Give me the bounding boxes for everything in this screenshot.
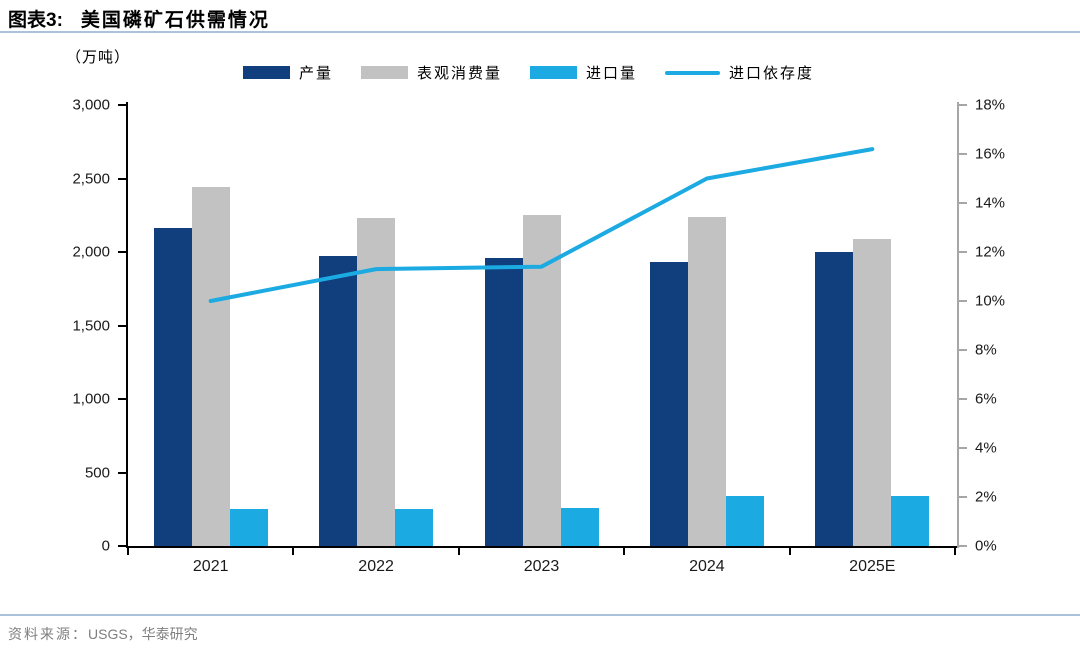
x-axis-category-label: 2023 [523, 558, 560, 575]
legend-item-import-dependency: 进口依存度 [665, 62, 814, 83]
production-bar-2022 [319, 255, 358, 546]
x-axis-tick [954, 548, 956, 555]
legend-item-apparent-consumption: 表观消费量 [361, 62, 502, 83]
left-axis-tick-label: 2,000 [72, 243, 110, 261]
left-axis-unit-label: （万吨） [66, 49, 131, 66]
right-axis-tick-label: 8% [975, 341, 997, 359]
imports-bar-2022 [395, 509, 434, 546]
x-axis-category-label: 2022 [358, 558, 394, 575]
figure-number: 图表3: [8, 10, 63, 31]
source-label: 资料来源： [8, 626, 88, 642]
left-axis-tick [118, 251, 126, 253]
source-note: 资料来源：USGS，华泰研究 [8, 624, 198, 644]
legend-swatch-apparent-consumption [361, 66, 409, 79]
imports-bar-2023 [560, 507, 599, 546]
right-axis-tick [959, 104, 967, 106]
right-axis-tick-label: 14% [975, 194, 1006, 212]
header-divider [0, 31, 1080, 33]
imports-bar-2021 [229, 509, 268, 546]
right-axis-tick [959, 398, 967, 400]
right-axis-tick [959, 447, 967, 449]
imports-bar-2025E [891, 496, 930, 546]
left-axis-tick [118, 177, 126, 180]
left-axis-tick [118, 398, 126, 400]
production-bar-2023 [484, 257, 523, 546]
legend-item-production: 产量 [243, 62, 333, 83]
left-axis-tick [118, 324, 126, 327]
legend-label-import-dependency: 进口依存度 [729, 65, 815, 82]
left-axis-tick-label: 0 [101, 537, 110, 555]
right-axis-tick-label: 16% [975, 145, 1006, 163]
x-axis-line [126, 546, 957, 548]
right-axis-tick-label: 2% [975, 488, 997, 506]
x-axis-category-label: 2025E [849, 558, 896, 575]
right-axis-tick-label: 12% [975, 243, 1006, 261]
apparent-consumption-bar-2023 [522, 215, 561, 546]
legend-item-imports: 进口量 [530, 62, 637, 83]
right-axis-tick [959, 251, 967, 253]
legend-swatch-production [243, 66, 290, 79]
source-text: USGS，华泰研究 [88, 626, 198, 642]
figure-title: 美国磷矿石供需情况 [80, 10, 270, 31]
production-bar-2021 [153, 228, 192, 546]
figure-header: 图表3: 美国磷矿石供需情况 [8, 5, 270, 32]
right-axis-tick-label: 18% [975, 96, 1006, 114]
x-axis-category-label: 2024 [689, 558, 725, 575]
x-axis-tick [292, 548, 295, 555]
apparent-consumption-bar-2024 [687, 216, 726, 546]
left-axis-tick-label: 500 [84, 464, 110, 481]
import-dependency-line-layer [208, 147, 875, 303]
x-axis-tick [788, 548, 791, 555]
x-axis-category-label: 2021 [192, 558, 229, 575]
right-axis-tick-label: 0% [975, 537, 997, 555]
production-bar-2024 [649, 262, 688, 546]
legend-swatch-imports [530, 66, 578, 79]
legend-label-apparent-consumption: 表观消费量 [417, 65, 503, 82]
legend-line-swatch-import-dependency [665, 70, 721, 75]
right-axis-tick-label: 6% [975, 390, 997, 408]
import-dependency-line [208, 147, 875, 303]
right-axis-tick [959, 202, 967, 204]
x-axis-tick [127, 548, 129, 555]
left-axis-tick-label: 1,000 [72, 390, 110, 408]
left-axis-tick [118, 471, 126, 474]
right-axis-tick [959, 349, 967, 351]
legend-label-imports: 进口量 [586, 65, 638, 82]
x-axis-tick [457, 548, 460, 555]
right-axis-tick [959, 496, 967, 498]
footer-divider [0, 614, 1080, 616]
right-axis-line [957, 102, 959, 548]
chart-legend: 产量 表观消费量 进口量 进口依存度 [243, 62, 814, 83]
right-axis-tick-label: 10% [975, 292, 1006, 310]
left-axis-tick-label: 1,500 [72, 317, 110, 334]
right-axis-tick [959, 153, 967, 155]
production-bar-2025E [815, 252, 854, 546]
left-axis-tick-label: 2,500 [72, 170, 110, 187]
legend-label-production: 产量 [299, 65, 334, 82]
apparent-consumption-bar-2025E [853, 238, 892, 546]
right-axis-tick [959, 300, 967, 302]
apparent-consumption-bar-2021 [191, 187, 230, 546]
left-axis-tick [118, 545, 126, 547]
x-axis-tick [623, 548, 626, 555]
right-axis-tick [959, 545, 967, 547]
left-axis-tick-label: 3,000 [72, 96, 110, 114]
left-axis-tick [118, 104, 126, 106]
right-axis-tick-label: 4% [975, 439, 997, 457]
imports-bar-2024 [725, 496, 764, 546]
left-axis-line [126, 102, 128, 548]
